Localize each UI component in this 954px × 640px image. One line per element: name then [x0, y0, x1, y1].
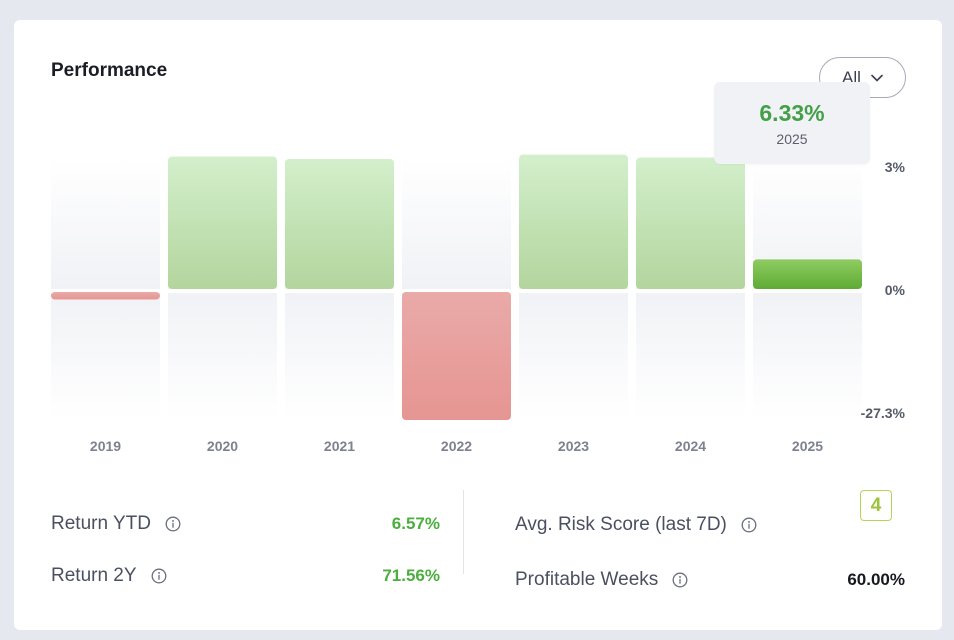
column-background	[402, 158, 511, 289]
info-icon[interactable]	[151, 568, 167, 584]
tooltip-year: 2025	[776, 131, 808, 147]
x-tick-label: 2019	[90, 438, 121, 454]
stat-profitable-weeks: Profitable Weeks	[515, 569, 688, 591]
bar-2024[interactable]	[636, 157, 745, 289]
avg-risk-label: Avg. Risk Score (last 7D)	[515, 514, 727, 535]
return-ytd-value: 6.57%	[391, 514, 440, 533]
bar-2022[interactable]	[402, 292, 511, 420]
column-background	[636, 293, 745, 420]
bar-2023[interactable]	[519, 154, 628, 289]
bar-2019[interactable]	[51, 292, 160, 300]
info-icon[interactable]	[672, 572, 688, 588]
x-tick-label: 2021	[324, 438, 355, 454]
column-background	[519, 293, 628, 420]
bar-2021[interactable]	[285, 158, 394, 289]
column-background	[753, 293, 862, 420]
column-background	[51, 293, 160, 420]
stat-return-2y: Return 2Y	[51, 565, 167, 587]
performance-bar-chart: 2019 2020 2021 2022 2023 2024 2025 3% 0% -27.3%	[51, 154, 906, 454]
return-2y-label: Return 2Y	[51, 565, 137, 586]
column-background	[168, 293, 277, 420]
x-tick-label: 2022	[441, 438, 472, 454]
bar-2025[interactable]	[753, 259, 862, 289]
profitable-weeks-value: 60.00%	[847, 570, 905, 589]
tooltip-value: 6.33%	[759, 100, 825, 126]
column-background	[51, 158, 160, 289]
info-icon[interactable]	[165, 516, 181, 532]
y-tick-label: 0%	[885, 282, 906, 298]
column-background	[285, 293, 394, 420]
stat-return-ytd: Return YTD	[51, 513, 181, 535]
x-tick-label: 2020	[207, 438, 238, 454]
info-icon[interactable]	[741, 517, 757, 533]
x-tick-label: 2023	[558, 438, 589, 454]
x-tick-label: 2025	[792, 438, 823, 454]
stat-avg-risk: Avg. Risk Score (last 7D)	[515, 514, 757, 536]
y-tick-label: 3%	[885, 159, 906, 175]
bar-2020[interactable]	[168, 156, 277, 289]
risk-score-badge: 4	[860, 490, 892, 521]
x-tick-label: 2024	[675, 438, 706, 454]
card-title: Performance	[51, 60, 168, 81]
range-selector-label: All	[842, 67, 861, 87]
stats-divider	[463, 490, 464, 574]
chevron-down-icon	[871, 74, 883, 81]
profitable-weeks-label: Profitable Weeks	[515, 569, 659, 590]
return-ytd-label: Return YTD	[51, 513, 151, 534]
y-tick-label: -27.3%	[861, 405, 906, 421]
chart-tooltip: 6.33% 2025	[714, 82, 870, 164]
return-2y-value: 71.56%	[382, 566, 440, 585]
